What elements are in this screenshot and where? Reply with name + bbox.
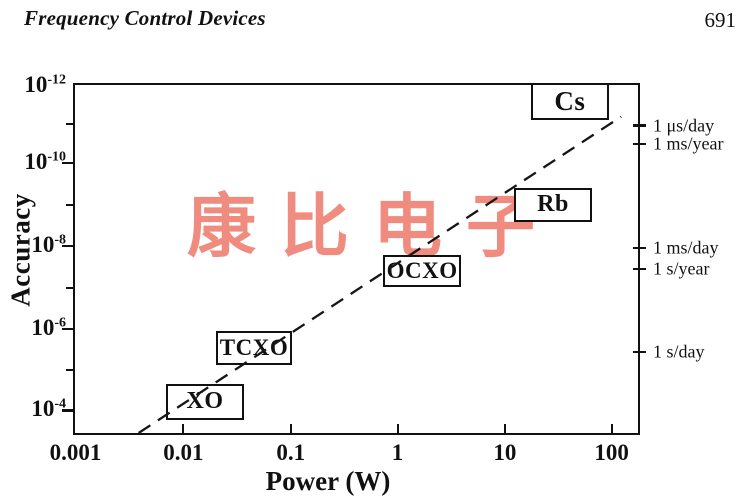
device-box-cs: Cs: [531, 82, 609, 121]
y-tick-exponent: -6: [54, 315, 66, 331]
y-tick-base: 10: [31, 232, 55, 258]
device-label: Rb: [537, 191, 569, 218]
x-tick-mark: [182, 424, 185, 433]
x-tick-label: 0.01: [163, 440, 204, 465]
y-tick-base: 10: [24, 71, 48, 97]
right-axis-label: 1 ms/day: [653, 237, 719, 258]
y-tick-base: 10: [31, 395, 55, 421]
device-label: TCXO: [219, 335, 289, 361]
right-tick-mark: [633, 350, 646, 354]
device-box-xo: XO: [166, 383, 244, 421]
y-tick-exponent: -10: [47, 149, 66, 165]
x-tick-label: 0.001: [49, 440, 102, 465]
y-minor-tick-mark: [66, 203, 73, 206]
device-box-ocxo: OCXO: [382, 255, 462, 287]
right-axis-label: 1 s/year: [653, 258, 710, 279]
y-tick-mark: [62, 161, 73, 165]
right-tick-mark: [633, 267, 646, 270]
right-axis-label: 1 s/day: [653, 341, 705, 362]
right-tick-mark: [633, 247, 646, 250]
x-tick-mark: [611, 424, 614, 433]
device-label: XO: [186, 388, 224, 415]
right-axis-label: 1 ms/year: [653, 133, 724, 154]
plot-area: 康比电子 Cs Rb OCXO TCXO XO: [62, 82, 646, 435]
y-tick-mark: [62, 245, 73, 248]
right-tick-mark: [633, 143, 646, 146]
trend-line-dashed: [137, 115, 622, 433]
x-tick-label: 0.1: [276, 440, 306, 465]
y-tick-exponent: -4: [54, 396, 66, 412]
x-tick-label: 10: [493, 440, 517, 465]
device-box-rb: Rb: [514, 187, 592, 223]
y-tick-base: 10: [24, 149, 48, 175]
y-minor-tick-mark: [66, 122, 73, 126]
y-minor-tick-mark: [66, 368, 73, 371]
page-number: 691: [704, 8, 737, 32]
x-tick-label: 100: [594, 440, 629, 465]
x-tick-mark: [289, 424, 292, 433]
y-tick-label: 10-10: [0, 149, 66, 175]
x-tick-mark: [396, 424, 399, 433]
page-title: Frequency Control Devices: [24, 6, 266, 30]
x-axis-title: Power (W): [265, 466, 391, 496]
y-tick-mark: [62, 409, 73, 412]
y-tick-label: 10-6: [0, 315, 66, 341]
device-label: OCXO: [386, 258, 458, 283]
watermark-text: 康比电子: [187, 189, 559, 265]
y-tick-base: 10: [31, 315, 55, 341]
y-tick-exponent: -8: [54, 232, 66, 248]
y-tick-exponent: -12: [47, 71, 66, 87]
y-minor-tick-mark: [66, 286, 73, 289]
device-label: Cs: [554, 85, 586, 116]
right-axis-label: 1 μs/day: [653, 115, 715, 136]
y-tick-mark: [62, 328, 73, 331]
device-box-tcxo: TCXO: [215, 331, 293, 366]
x-tick-mark: [504, 424, 507, 433]
x-tick-label: 1: [391, 440, 404, 465]
y-tick-label: 10-12: [0, 71, 66, 97]
y-tick-label: 10-8: [0, 232, 66, 258]
right-tick-mark: [633, 124, 646, 127]
y-tick-label: 10-4: [0, 396, 66, 422]
